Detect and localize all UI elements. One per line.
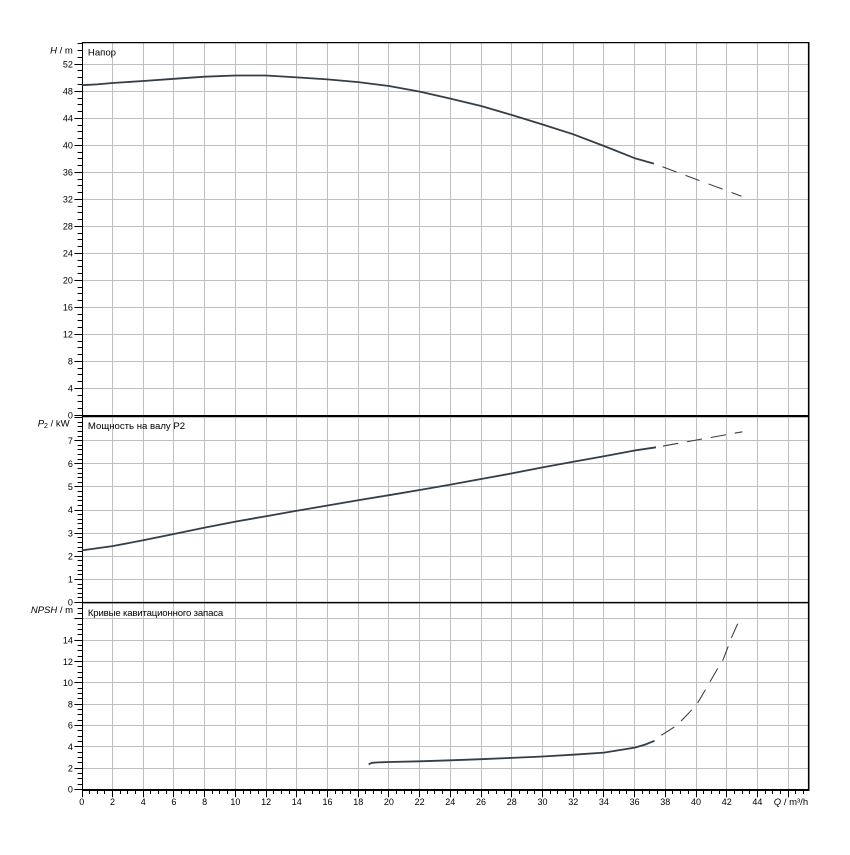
svg-text:12: 12 bbox=[63, 330, 73, 340]
svg-text:36: 36 bbox=[630, 797, 640, 807]
svg-text:NPSH / m: NPSH / m bbox=[31, 605, 73, 616]
svg-text:48: 48 bbox=[63, 87, 73, 97]
svg-text:5: 5 bbox=[68, 482, 73, 492]
svg-text:P2 / kW: P2 / kW bbox=[38, 419, 70, 431]
svg-text:16: 16 bbox=[322, 797, 332, 807]
svg-text:36: 36 bbox=[63, 168, 73, 178]
svg-text:32: 32 bbox=[63, 195, 73, 205]
svg-text:22: 22 bbox=[415, 797, 425, 807]
svg-text:34: 34 bbox=[599, 797, 609, 807]
svg-text:24: 24 bbox=[63, 249, 73, 259]
svg-text:7: 7 bbox=[68, 436, 73, 446]
svg-text:6: 6 bbox=[68, 721, 73, 731]
svg-text:44: 44 bbox=[752, 797, 762, 807]
svg-text:28: 28 bbox=[507, 797, 517, 807]
svg-text:4: 4 bbox=[141, 797, 146, 807]
svg-text:8: 8 bbox=[68, 357, 73, 367]
svg-text:Кривые кавитационного запаса: Кривые кавитационного запаса bbox=[88, 608, 224, 619]
svg-text:0: 0 bbox=[79, 797, 84, 807]
svg-text:28: 28 bbox=[63, 222, 73, 232]
svg-text:6: 6 bbox=[68, 459, 73, 469]
svg-text:Q / m³/h: Q / m³/h bbox=[774, 797, 808, 808]
svg-text:24: 24 bbox=[445, 797, 455, 807]
svg-text:4: 4 bbox=[68, 742, 73, 752]
svg-text:12: 12 bbox=[63, 657, 73, 667]
svg-text:2: 2 bbox=[68, 552, 73, 562]
svg-text:3: 3 bbox=[68, 528, 73, 538]
svg-text:0: 0 bbox=[68, 411, 73, 421]
svg-text:18: 18 bbox=[353, 797, 363, 807]
svg-text:20: 20 bbox=[384, 797, 394, 807]
svg-text:8: 8 bbox=[202, 797, 207, 807]
svg-text:26: 26 bbox=[476, 797, 486, 807]
svg-text:38: 38 bbox=[660, 797, 670, 807]
svg-text:12: 12 bbox=[261, 797, 271, 807]
svg-text:4: 4 bbox=[68, 384, 73, 394]
svg-text:40: 40 bbox=[691, 797, 701, 807]
svg-text:2: 2 bbox=[110, 797, 115, 807]
svg-text:2: 2 bbox=[68, 763, 73, 773]
svg-text:0: 0 bbox=[68, 598, 73, 608]
svg-text:10: 10 bbox=[63, 678, 73, 688]
svg-text:42: 42 bbox=[722, 797, 732, 807]
svg-text:20: 20 bbox=[63, 276, 73, 286]
svg-text:10: 10 bbox=[230, 797, 240, 807]
svg-text:40: 40 bbox=[63, 141, 73, 151]
svg-text:8: 8 bbox=[68, 699, 73, 709]
svg-text:30: 30 bbox=[537, 797, 547, 807]
svg-text:1: 1 bbox=[68, 575, 73, 585]
svg-text:14: 14 bbox=[63, 636, 73, 646]
svg-text:Мощность на валу P2: Мощность на валу P2 bbox=[88, 421, 185, 432]
svg-text:4: 4 bbox=[68, 505, 73, 515]
svg-text:14: 14 bbox=[292, 797, 302, 807]
svg-text:0: 0 bbox=[68, 785, 73, 795]
svg-text:6: 6 bbox=[171, 797, 176, 807]
svg-text:52: 52 bbox=[63, 59, 73, 69]
svg-text:H / m: H / m bbox=[50, 46, 73, 57]
svg-text:16: 16 bbox=[63, 303, 73, 313]
svg-text:44: 44 bbox=[63, 114, 73, 124]
svg-text:Напор: Напор bbox=[88, 48, 116, 59]
svg-text:32: 32 bbox=[568, 797, 578, 807]
